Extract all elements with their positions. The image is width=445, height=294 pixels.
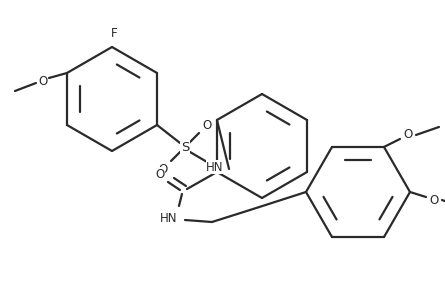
Text: O: O	[202, 118, 212, 131]
Text: HN: HN	[206, 161, 224, 173]
Text: S: S	[181, 141, 189, 153]
Text: F: F	[111, 26, 117, 39]
Text: O: O	[158, 163, 168, 176]
Text: O: O	[403, 128, 413, 141]
Text: O: O	[155, 168, 165, 181]
Text: O: O	[429, 193, 439, 206]
Text: O: O	[38, 74, 48, 88]
Text: HN: HN	[160, 213, 178, 225]
